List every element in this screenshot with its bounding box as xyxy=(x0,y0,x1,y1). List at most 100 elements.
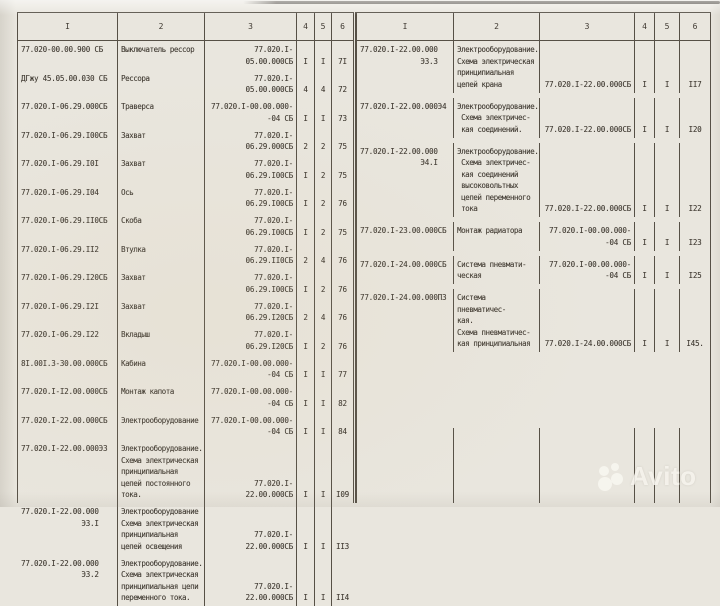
column-header: 4 xyxy=(297,13,315,40)
qty-total-cell: I xyxy=(315,41,332,70)
page-ref-cell: I09 xyxy=(332,440,353,503)
qty-total-cell: I xyxy=(655,222,680,251)
part-number-cell: 77.020.I-06.29.I04 xyxy=(18,184,118,213)
part-number-cell: 77.020.I-06.29.II0СБ xyxy=(18,212,118,241)
page-ref-cell: 77 xyxy=(332,355,353,384)
logo-circle xyxy=(598,477,612,491)
qty-total-cell: 2 xyxy=(315,326,332,355)
table-row: 77.020.I-06.29.I0I Захват 77.020.I-06.29… xyxy=(18,155,353,184)
table-row: 77.020.I-22.00.000 Э3.2 Электрооборудова… xyxy=(18,555,353,606)
table-row: 77.020.I-24.00.000СБ Система пневмати- ч… xyxy=(357,256,710,285)
page-ref-cell: 7I xyxy=(332,41,353,70)
page-ref-cell: 76 xyxy=(332,241,353,270)
table-row: 8I.00I.3-30.00.000СБ Кабина 77.020.I-00.… xyxy=(18,355,353,384)
part-number-cell: 77.020.I-22.00.000Э3 xyxy=(18,440,118,503)
qty-cell: I xyxy=(635,289,655,352)
page-ref-cell: I25 xyxy=(680,256,710,285)
assembly-ref-cell: 77.020.I-06.29.I00СБ xyxy=(205,212,297,241)
qty-cell: 4 xyxy=(297,70,315,99)
qty-total-cell: I xyxy=(655,289,680,352)
assembly-ref-cell: 77.020.I-05.00.000СБ xyxy=(205,41,297,70)
part-number-cell: 77.020.I-22.00.000Э4 xyxy=(357,98,454,138)
page-ref-cell: II4 xyxy=(332,555,353,606)
part-number-cell: 77.020.I-I2.00.000СБ xyxy=(18,383,118,412)
part-number-cell: 77.020.I-22.00.000 Э3.2 xyxy=(18,555,118,606)
part-number-cell: 77.020.I-06.29.I22 xyxy=(18,326,118,355)
assembly-ref-cell: 77.020.I-22.00.000СБ xyxy=(205,440,297,503)
assembly-ref-cell: 77.020.I-00.00.000- -04 СБ xyxy=(540,256,635,285)
qty-cell: 2 xyxy=(297,127,315,156)
assembly-ref-cell: 77.020.I-00.00.000- -04 СБ xyxy=(205,98,297,127)
assembly-ref-cell: 77.020.I-00.00.000- -04 СБ xyxy=(540,222,635,251)
part-name-cell: Втулка xyxy=(118,241,205,270)
page-ref-cell: 75 xyxy=(332,212,353,241)
qty-total-cell: I xyxy=(315,440,332,503)
part-number-cell: 77.020.I-06.29.000СБ xyxy=(18,98,118,127)
watermark-text: Avito xyxy=(630,461,697,492)
qty-total-cell: I xyxy=(655,98,680,138)
qty-cell: I xyxy=(297,412,315,441)
column-header: 3 xyxy=(540,13,635,40)
qty-total-cell: 4 xyxy=(315,70,332,99)
assembly-ref-cell: 77.020.I-06.29.I00СБ xyxy=(205,269,297,298)
column-header: 3 xyxy=(205,13,297,40)
part-name-cell: Электрооборудование. Схема электрическая… xyxy=(118,555,205,606)
column-header: 5 xyxy=(655,13,680,40)
assembly-ref-cell: 77.020.I-06.29.I20СБ xyxy=(205,298,297,327)
qty-total-cell: I xyxy=(655,41,680,93)
page-ref-cell: 72 xyxy=(332,70,353,99)
table-row: 77.020.I-I2.00.000СБ Монтаж капота 77.02… xyxy=(18,383,353,412)
qty-cell: I xyxy=(635,222,655,251)
part-name-cell: Рессора xyxy=(118,70,205,99)
table-row: 77.020.I-22.00.000 Э3.3 Электрооборудова… xyxy=(357,41,710,93)
page-ref-cell: II3 xyxy=(332,503,353,555)
page-edge-line xyxy=(243,1,720,4)
column-header: 5 xyxy=(315,13,332,40)
assembly-ref-cell: 77.020.I-00.00.000- -04 СБ xyxy=(205,412,297,441)
table-row: 77.020.I-22.00.000СБ Электрооборудование… xyxy=(18,412,353,441)
part-number-cell: 77.020-00.00.900 СБ xyxy=(18,41,118,70)
qty-cell: I xyxy=(297,212,315,241)
part-number-cell: 77.020.I-22.00.000 Э3.I xyxy=(18,503,118,555)
part-name-cell: Электрооборудование. Схема электрическая… xyxy=(454,41,540,93)
part-number-cell: 77.020.I-24.00.000П3 xyxy=(357,289,454,352)
assembly-ref-cell: 77.020.I-06.29.000СБ xyxy=(205,127,297,156)
table-row: 77.020.I-06.29.I00СБ Захват 77.020.I-06.… xyxy=(18,127,353,156)
part-number-cell: 77.020.I-22.00.000СБ xyxy=(18,412,118,441)
qty-cell: I xyxy=(635,41,655,93)
part-number-cell: 77.020.I-06.29.II2 xyxy=(18,241,118,270)
part-number-cell: 77.020.I-23.00.000СБ xyxy=(357,222,454,251)
table-row: 77.020.I-22.00.000 Э3.I Электрооборудова… xyxy=(18,503,353,555)
qty-total-cell: 2 xyxy=(315,155,332,184)
part-name-cell: Траверса xyxy=(118,98,205,127)
table-row: 77.020.I-06.29.I20СБ Захват 77.020.I-06.… xyxy=(18,269,353,298)
qty-total-cell: 2 xyxy=(315,212,332,241)
page-ref-cell: II7 xyxy=(680,41,710,93)
parts-table-left-page: I 2 3 4 5 6 77.020-00.00.900 СБ Выключат… xyxy=(17,12,354,503)
column-header: 2 xyxy=(118,13,205,40)
assembly-ref-cell: 77.020.I-22.00.000СБ xyxy=(540,41,635,93)
qty-cell: I xyxy=(297,155,315,184)
assembly-ref-cell: 77.020.I-22.00.000СБ xyxy=(205,503,297,555)
part-name-cell: Система пневмати- ческая xyxy=(454,256,540,285)
page-ref-cell: 75 xyxy=(332,155,353,184)
table-header-row: I 2 3 4 5 6 xyxy=(18,13,353,41)
part-name-cell: Захват xyxy=(118,127,205,156)
page-ref-cell: 76 xyxy=(332,326,353,355)
qty-total-cell: I xyxy=(655,143,680,218)
assembly-ref-cell: 77.020.I-06.29.I00СБ xyxy=(205,184,297,213)
page-ref-cell: 76 xyxy=(332,269,353,298)
qty-cell: I xyxy=(297,269,315,298)
qty-total-cell: I xyxy=(315,98,332,127)
qty-total-cell: 4 xyxy=(315,241,332,270)
table-row: 77.020.I-06.29.000СБ Траверса 77.020.I-0… xyxy=(18,98,353,127)
qty-total-cell: I xyxy=(315,555,332,606)
qty-cell: I xyxy=(297,555,315,606)
part-name-cell: Электрооборудование. Схема электричес- к… xyxy=(454,143,540,218)
column-header: 6 xyxy=(332,13,353,40)
page-ref-cell: 75 xyxy=(332,127,353,156)
table-row: 77.020.I-23.00.000СБ Монтаж радиатора 77… xyxy=(357,222,710,251)
qty-total-cell: 2 xyxy=(315,184,332,213)
column-header: 6 xyxy=(680,13,710,40)
logo-circle xyxy=(611,463,619,471)
